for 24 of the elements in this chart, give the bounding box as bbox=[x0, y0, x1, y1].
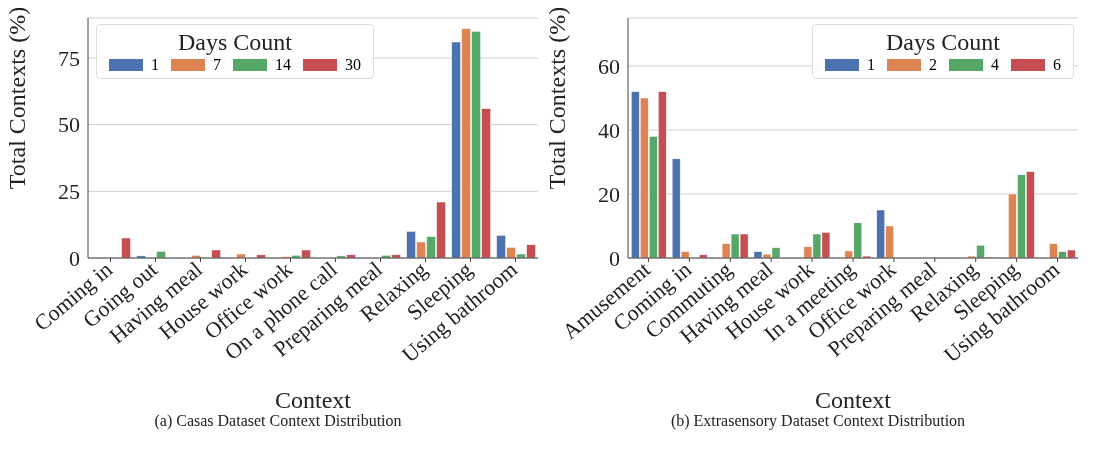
legend-label: 4 bbox=[991, 56, 999, 74]
y-tick-label: 50 bbox=[58, 112, 80, 138]
x-axis-title: Context bbox=[275, 387, 352, 413]
y-axis-title: Total Contexts (%) bbox=[543, 6, 570, 190]
y-tick-label: 40 bbox=[598, 117, 620, 143]
y-tick-label: 60 bbox=[598, 53, 620, 79]
text: (a) Casas Dataset Context Distribution bbox=[153, 412, 403, 430]
legend-label: 1 bbox=[151, 56, 159, 74]
y-axis-title: Total Contexts (%) bbox=[3, 6, 30, 190]
y-tick-label: 20 bbox=[598, 181, 620, 207]
y-tick-label: 0 bbox=[609, 245, 620, 271]
legend-title: Days Count bbox=[177, 29, 293, 56]
legend-label: 1 bbox=[867, 56, 875, 74]
legend-label: 30 bbox=[345, 56, 361, 74]
y-tick-label: 0 bbox=[69, 245, 80, 271]
y-tick-label: 75 bbox=[58, 45, 80, 71]
legend-title: Days Count bbox=[885, 29, 1001, 56]
legend-label: 2 bbox=[929, 56, 937, 74]
y-tick-label: 25 bbox=[58, 179, 80, 205]
text: (b) Extrasensory Dataset Context Distribution bbox=[669, 412, 967, 430]
legend-label: 14 bbox=[275, 56, 291, 74]
legend-label: 6 bbox=[1053, 56, 1061, 74]
legend-label: 7 bbox=[213, 56, 221, 74]
x-axis-title: Context bbox=[815, 387, 892, 413]
